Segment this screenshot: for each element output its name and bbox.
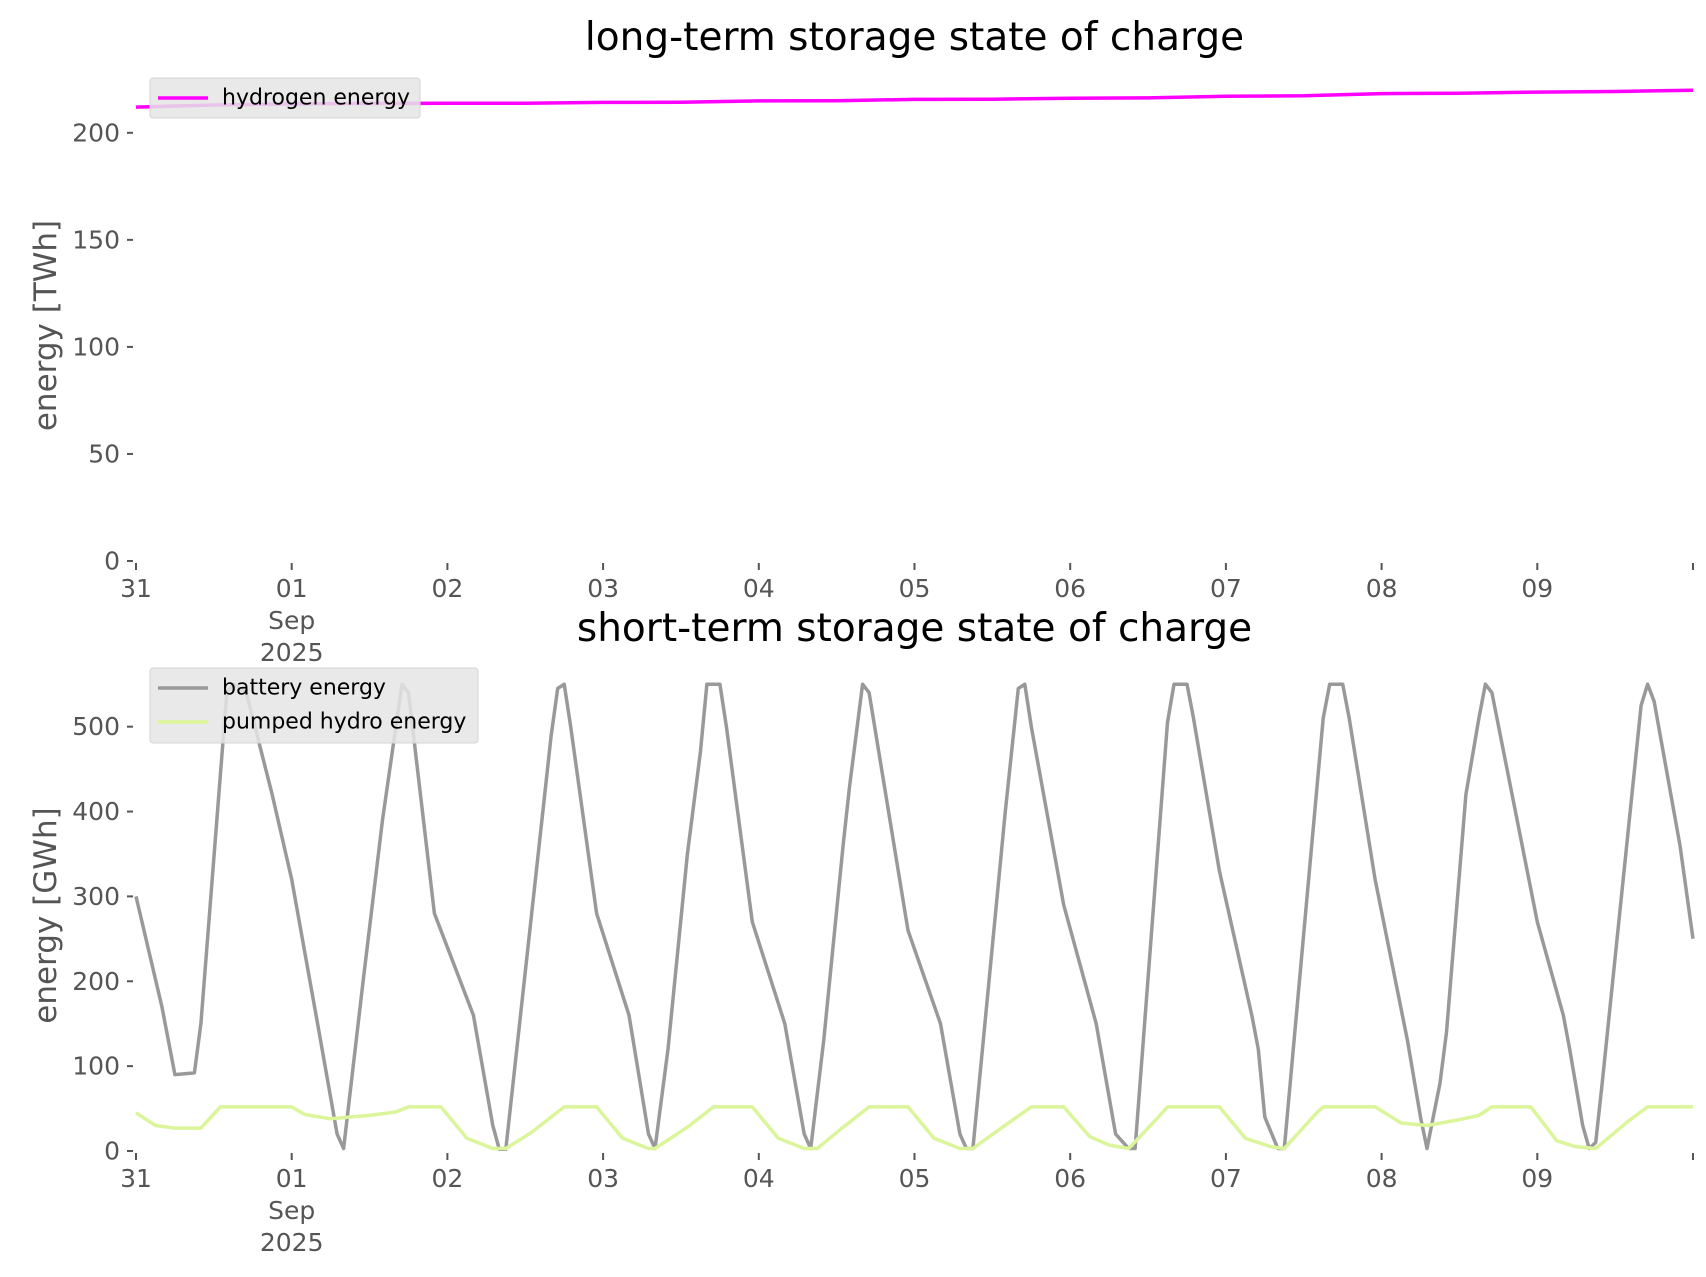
long-term-storage-chart: long-term storage state of charge energy … <box>28 15 1694 667</box>
x-tick-label: 03 <box>587 1164 619 1193</box>
x-tick-label: 02 <box>431 574 463 603</box>
x-tick-sublabel: 2025 <box>260 638 324 667</box>
legend-label: pumped hydro energy <box>222 710 466 735</box>
legend <box>149 667 479 744</box>
y-tick-label: 300 <box>72 882 120 911</box>
x-tick-label: 07 <box>1210 1164 1242 1193</box>
x-tick-label: 09 <box>1521 574 1553 603</box>
y-tick-label: 200 <box>72 118 120 147</box>
chart-title: long-term storage state of charge <box>585 15 1244 60</box>
x-tick-sublabel: Sep <box>268 606 315 635</box>
x-tick-label: 07 <box>1210 574 1242 603</box>
y-axis-label: energy [GWh] <box>28 807 64 1023</box>
y-tick-label: 100 <box>72 332 120 361</box>
x-tick-label: 31 <box>120 574 152 603</box>
x-tick-label: 08 <box>1366 1164 1398 1193</box>
y-tick-label: 0 <box>104 1137 120 1166</box>
y-tick-label: 500 <box>72 712 120 741</box>
y-tick-label: 100 <box>72 1052 120 1081</box>
x-tick-sublabel: Sep <box>268 1196 315 1225</box>
x-tick-label: 01 <box>276 574 308 603</box>
series-line-battery-energy <box>134 682 1695 1152</box>
y-tick-label: 50 <box>88 439 120 468</box>
y-tick-label: 150 <box>72 225 120 254</box>
x-tick-label: 06 <box>1054 1164 1086 1193</box>
series-line-pumped-hydro-energy <box>135 1105 1693 1151</box>
legend <box>149 77 421 119</box>
x-tick-sublabel: 2025 <box>260 1228 324 1257</box>
y-tick-label: 0 <box>104 547 120 576</box>
y-tick-label: 400 <box>72 797 120 826</box>
x-tick-label: 04 <box>743 1164 775 1193</box>
y-axis-label: energy [TWh] <box>28 220 64 431</box>
x-tick-label: 04 <box>743 574 775 603</box>
short-term-storage-chart: short-term storage state of charge energy… <box>28 606 1695 1257</box>
y-tick-label: 200 <box>72 967 120 996</box>
x-tick-label: 06 <box>1054 574 1086 603</box>
x-tick-label: 31 <box>120 1164 152 1193</box>
x-tick-label: 05 <box>899 574 931 603</box>
x-tick-label: 09 <box>1521 1164 1553 1193</box>
x-tick-label: 08 <box>1366 574 1398 603</box>
x-tick-label: 05 <box>899 1164 931 1193</box>
chart-title: short-term storage state of charge <box>577 606 1252 651</box>
legend-label: battery energy <box>222 676 386 701</box>
x-tick-label: 02 <box>431 1164 463 1193</box>
x-tick-label: 03 <box>587 574 619 603</box>
x-tick-label: 01 <box>276 1164 308 1193</box>
legend-label: hydrogen energy <box>222 86 410 111</box>
